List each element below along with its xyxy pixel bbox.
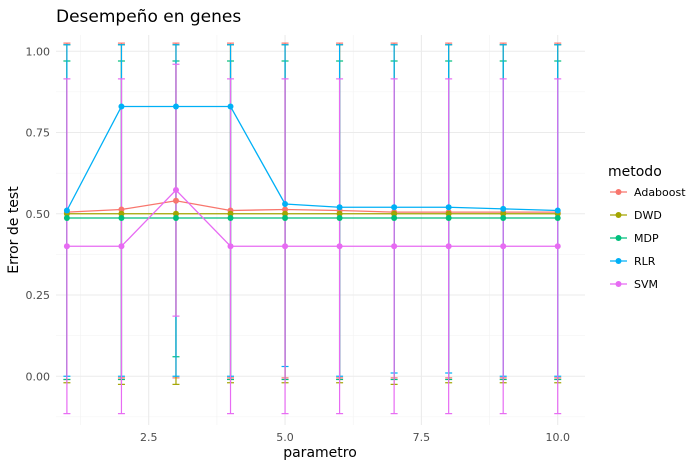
data-point-svm [282,243,289,250]
data-point-mdp [445,214,452,221]
legend-key-point [615,212,622,218]
legend-title: metodo [608,164,662,180]
data-point-rlr [445,204,452,211]
data-point-mdp [227,214,234,221]
data-point-dwd [336,210,343,217]
legend-label: DWD [634,209,662,222]
legend-key-point [615,281,622,287]
data-point-rlr [336,204,343,211]
plot-grid [56,35,585,425]
data-point-mdp [118,214,125,221]
data-point-mdp [554,214,561,221]
data-point-svm [391,243,398,250]
legend-item-mdp: MDP [610,232,659,245]
data-point-rlr [500,205,507,212]
data-point-dwd [445,210,452,217]
data-point-mdp [391,214,398,221]
chart-title: Desempeño en genes [56,7,241,27]
data-point-svm [63,243,70,250]
data-point-rlr [554,207,561,214]
legend-label: Adaboost [634,186,686,199]
x-tick-label: 10.0 [545,431,570,444]
data-point-rlr [172,103,179,110]
legend-label: SVM [634,278,658,291]
y-tick-label: 1.00 [26,45,51,58]
legend-item-adaboost: Adaboost [610,186,686,199]
legend-label: MDP [634,232,659,245]
y-tick-label: 0.25 [26,289,51,302]
legend-key-point [615,258,622,264]
data-point-svm [445,243,452,250]
data-point-dwd [172,210,179,217]
series-line-svm [66,189,558,247]
x-tick-label: 2.5 [140,431,158,444]
legend: metodo Adaboost DWD MDP RLR SVM [608,164,686,291]
legend-item-svm: SVM [610,278,658,291]
data-point-dwd [282,210,289,217]
series-lines [66,105,558,247]
data-point-svm [500,243,507,250]
legend-key-point [615,189,622,195]
data-point-dwd [227,210,234,217]
y-tick-label: 0.50 [26,208,51,221]
data-point-dwd [391,210,398,217]
data-point-svm [118,243,125,250]
data-point-rlr [63,207,70,214]
legend-item-rlr: RLR [610,255,656,268]
y-axis-ticks: 0.00 0.25 0.50 0.75 1.00 [26,45,51,383]
data-point-svm [554,243,561,250]
series-line-rlr [66,105,558,212]
series-line-adaboost [66,200,558,213]
x-tick-label: 5.0 [276,431,294,444]
data-point-mdp [63,214,70,221]
data-point-dwd [500,210,507,217]
x-tick-label: 7.5 [413,431,431,444]
x-axis-title: parametro [283,445,357,461]
data-point-mdp [282,214,289,221]
data-point-mdp [500,214,507,221]
data-point-adaboost [282,206,289,213]
data-point-adaboost [172,197,179,204]
data-point-rlr [282,201,289,207]
x-axis-ticks: 2.5 5.0 7.5 10.0 [140,431,570,444]
data-point-mdp [172,214,179,221]
data-point-rlr [227,103,234,110]
data-point-svm [227,243,234,250]
data-point-dwd [118,210,125,217]
data-point-rlr [118,103,125,110]
data-point-rlr [391,204,398,211]
data-point-mdp [336,214,343,221]
data-point-svm [336,243,343,250]
series-points [63,103,561,250]
legend-item-dwd: DWD [610,209,662,222]
data-point-svm [172,187,179,194]
y-axis-title: Error de test [6,186,22,274]
data-point-adaboost [118,206,125,213]
y-tick-label: 0.00 [26,370,51,383]
legend-key-point [615,235,622,241]
legend-label: RLR [634,255,656,268]
y-tick-label: 0.75 [26,127,51,140]
